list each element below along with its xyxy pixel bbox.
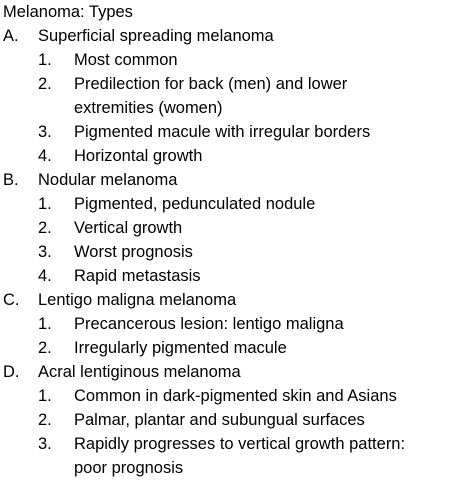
list-item: 2. Irregularly pigmented macule xyxy=(3,336,450,360)
list-item-number: 3. xyxy=(38,435,52,453)
section-heading: B. Nodular melanoma xyxy=(3,168,450,192)
section-heading: D. Acral lentiginous melanoma xyxy=(3,360,450,384)
list-item-line: Rapid metastasis xyxy=(74,267,201,285)
list-item-number: 2. xyxy=(38,75,52,93)
list-item-number: 3. xyxy=(38,243,52,261)
list-item: 3. Pigmented macule with irregular border… xyxy=(3,120,450,144)
list-item-text: Rapid metastasis xyxy=(74,264,450,288)
list-item-text: Horizontal growth xyxy=(74,144,450,168)
list-item-line: Predilection for back (men) and lower xyxy=(74,75,348,93)
list-item-line: Most common xyxy=(74,51,178,69)
document: Melanoma: Types A. Superficial spreading … xyxy=(3,0,450,480)
list-item-text: Common in dark-pigmented skin and Asians xyxy=(74,384,450,408)
list-item-line: Horizontal growth xyxy=(74,147,203,165)
list-item-text: Worst prognosis xyxy=(74,240,450,264)
list-item-text: Palmar, plantar and subungual surfaces xyxy=(74,408,450,432)
section-marker: A. xyxy=(3,27,19,45)
list-item-line: poor prognosis xyxy=(74,459,184,477)
list-item-text: Rapidly progresses to vertical growth pa… xyxy=(74,432,450,480)
list-item-text: Predilection for back (men) and lower ext… xyxy=(74,72,450,120)
list-item-line: extremities (women) xyxy=(74,99,223,117)
section-label: Nodular melanoma xyxy=(38,171,178,189)
list-item: 1. Precancerous lesion: lentigo maligna xyxy=(3,312,450,336)
section-heading: C. Lentigo maligna melanoma xyxy=(3,288,450,312)
list-item-line: Worst prognosis xyxy=(74,243,193,261)
list-item-text: Vertical growth xyxy=(74,216,450,240)
section-label: Superficial spreading melanoma xyxy=(38,27,274,45)
list-item-number: 2. xyxy=(38,339,52,357)
list-item-text: Precancerous lesion: lentigo maligna xyxy=(74,312,450,336)
list-item-line: Rapidly progresses to vertical growth pa… xyxy=(74,435,406,453)
list-item-number: 2. xyxy=(38,411,52,429)
section-list: A. Superficial spreading melanoma 1. Most c… xyxy=(3,24,450,480)
list-item: 1. Common in dark-pigmented skin and Asia… xyxy=(3,384,450,408)
list-item-number: 1. xyxy=(38,315,52,333)
list-item-line: Pigmented, pedunculated nodule xyxy=(74,195,316,213)
list-item-line: Palmar, plantar and subungual surfaces xyxy=(74,411,365,429)
list-item: 3. Worst prognosis xyxy=(3,240,450,264)
list-item-line: Vertical growth xyxy=(74,219,183,237)
list-item-number: 1. xyxy=(38,195,52,213)
list-item-number: 3. xyxy=(38,123,52,141)
list-item-line: Precancerous lesion: lentigo maligna xyxy=(74,315,344,333)
list-item-number: 4. xyxy=(38,147,52,165)
list-item-line: Common in dark-pigmented skin and Asians xyxy=(74,387,397,405)
list-item-text: Pigmented macule with irregular borders xyxy=(74,120,450,144)
list-item: 1. Most common xyxy=(3,48,450,72)
list-item: 2. Vertical growth xyxy=(3,216,450,240)
section-marker: B. xyxy=(3,171,19,189)
list-item-line: Pigmented macule with irregular borders xyxy=(74,123,371,141)
list-item-text: Most common xyxy=(74,48,450,72)
list-item-text: Irregularly pigmented macule xyxy=(74,336,450,360)
list-item: 4. Rapid metastasis xyxy=(3,264,450,288)
list-item-number: 1. xyxy=(38,51,52,69)
section-marker: D. xyxy=(3,363,20,381)
list-item-number: 4. xyxy=(38,267,52,285)
list-item-number: 1. xyxy=(38,387,52,405)
list-item: 4. Horizontal growth xyxy=(3,144,450,168)
section-heading: A. Superficial spreading melanoma xyxy=(3,24,450,48)
section-label: Acral lentiginous melanoma xyxy=(38,363,241,381)
list-item: 3. Rapidly progresses to vertical growth … xyxy=(3,432,450,480)
section-marker: C. xyxy=(3,291,20,309)
list-item: 1. Pigmented, pedunculated nodule xyxy=(3,192,450,216)
list-item-number: 2. xyxy=(38,219,52,237)
list-item-text: Pigmented, pedunculated nodule xyxy=(74,192,450,216)
list-item: 2. Palmar, plantar and subungual surfaces xyxy=(3,408,450,432)
list-item-line: Irregularly pigmented macule xyxy=(74,339,287,357)
section-label: Lentigo maligna melanoma xyxy=(38,291,237,309)
list-item: 2. Predilection for back (men) and lower e… xyxy=(3,72,450,120)
document-title: Melanoma: Types xyxy=(3,3,133,21)
